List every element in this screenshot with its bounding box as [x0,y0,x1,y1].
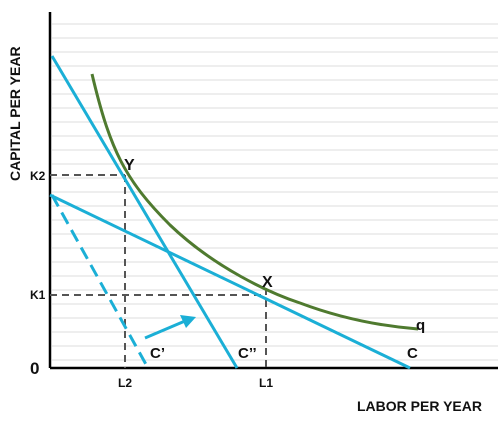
shift-arrow-icon [144,315,196,340]
curve-label-c: C [407,345,418,362]
isocost-line-c [49,193,411,370]
y-axis-title: CAPITAL PER YEAR [7,46,23,181]
isocost-line-c-prime-dashed [50,194,150,369]
tick-label-l2: L2 [118,376,132,390]
origin-label: 0 [30,359,39,378]
point-label-x: X [262,274,273,291]
curve-label-c-double-prime: C’’ [238,345,257,362]
curve-label-q: q [416,317,425,334]
x-axis-title: LABOR PER YEAR [357,398,482,414]
curve-label-c-prime: C’ [150,345,165,362]
isocost-line-c-double-prime [50,55,239,369]
point-label-y: Y [124,157,135,174]
tick-label-k1: K1 [30,288,46,302]
background-grid [52,23,498,361]
tick-label-l1: L1 [259,376,273,390]
isoquant-curve-q [90,73,419,331]
tick-label-k2: K2 [30,169,46,183]
